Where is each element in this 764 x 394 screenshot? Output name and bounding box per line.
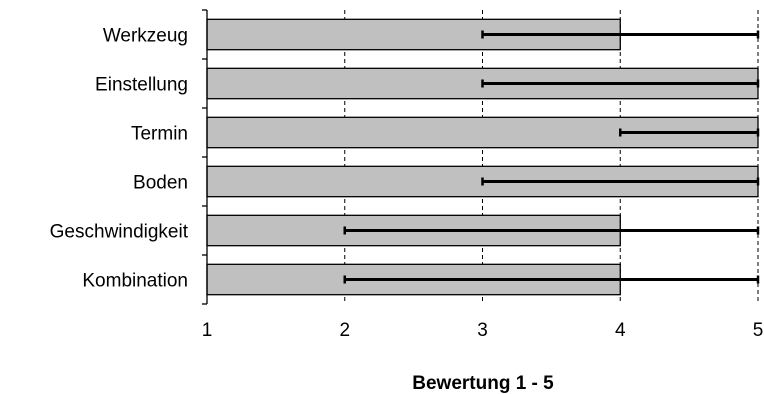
- x-tick-label: 4: [615, 320, 626, 341]
- x-tick-label: 2: [339, 320, 350, 341]
- x-tick-label: 3: [477, 320, 488, 341]
- x-tick-labels: 1 2 3 4 5: [202, 320, 764, 341]
- x-tick-label: 5: [753, 320, 764, 341]
- category-label: Einstellung: [95, 75, 188, 96]
- error-bars: [343, 30, 760, 284]
- axes: [202, 9, 208, 305]
- x-tick-label: 1: [202, 320, 213, 341]
- category-label: Termin: [131, 124, 188, 145]
- category-label: Werkzeug: [103, 26, 188, 47]
- gridlines: [344, 10, 759, 304]
- category-label: Kombination: [82, 271, 188, 292]
- category-label: Geschwindigkeit: [50, 222, 189, 243]
- category-labels: Werkzeug Einstellung Termin Boden Geschwindi…: [50, 26, 189, 292]
- x-axis-title: Bewertung 1 - 5: [412, 373, 554, 394]
- category-label: Boden: [133, 173, 188, 194]
